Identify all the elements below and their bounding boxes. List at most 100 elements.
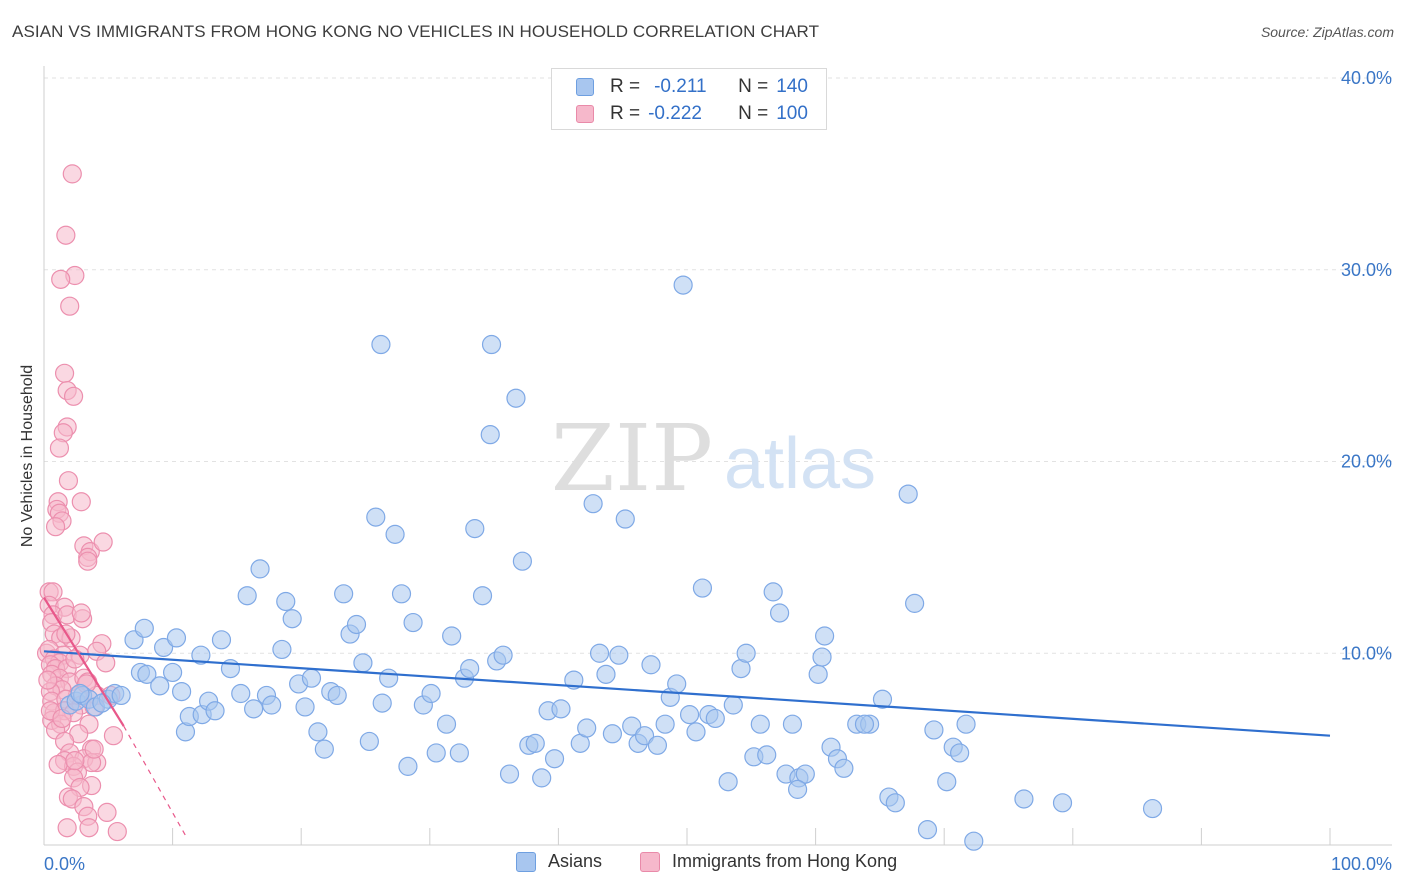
point-asians <box>301 668 322 688</box>
series-asians-points <box>60 275 1163 851</box>
point-asians <box>769 603 790 623</box>
point-asians <box>499 764 520 784</box>
point-asians <box>403 612 423 633</box>
point-asians <box>808 664 828 684</box>
point-asians <box>506 388 526 408</box>
y-tick-label: 30.0% <box>1341 260 1392 280</box>
point-asians <box>596 664 616 684</box>
point-asians <box>525 733 545 753</box>
x-tick-label: 100.0% <box>1331 854 1392 874</box>
r-value: -0.222 <box>648 103 702 124</box>
point-hongkong <box>71 492 91 512</box>
point-asians <box>705 708 725 729</box>
point-hongkong <box>103 726 124 746</box>
point-asians <box>686 722 706 742</box>
point-asians <box>442 626 462 646</box>
point-asians <box>673 275 693 295</box>
point-asians <box>426 743 446 763</box>
point-asians <box>964 831 984 851</box>
point-hongkong <box>57 818 77 838</box>
point-asians <box>371 334 391 355</box>
point-asians <box>421 683 441 704</box>
n-label: N = <box>738 76 769 97</box>
legend-row-asians: R = -0.211 N = 140 <box>576 74 808 100</box>
point-asians <box>493 645 513 665</box>
r-value: -0.211 <box>654 76 707 97</box>
point-asians <box>314 739 334 759</box>
point-asians <box>667 674 687 694</box>
point-asians <box>622 716 642 736</box>
point-asians <box>391 584 412 604</box>
trend-line-asians <box>43 650 1331 737</box>
point-asians <box>577 718 597 738</box>
point-asians <box>460 658 480 679</box>
watermark-atlas: atlas <box>724 424 876 504</box>
point-asians <box>602 724 623 744</box>
r-label: R = <box>610 103 641 124</box>
point-hongkong <box>38 670 58 690</box>
point-asians <box>812 647 832 667</box>
point-hongkong <box>60 296 80 316</box>
chart-title: ASIAN VS IMMIGRANTS FROM HONG KONG NO VE… <box>12 22 820 41</box>
r-label: R = <box>610 76 641 97</box>
point-asians <box>436 714 457 734</box>
legend-swatch-asians <box>516 851 536 872</box>
correlation-legend: R = -0.211 N = 140 R = -0.222 N = 100 <box>551 68 827 130</box>
point-asians <box>885 793 905 813</box>
point-asians <box>815 626 835 646</box>
point-asians <box>172 681 192 702</box>
point-asians <box>512 551 532 571</box>
point-asians <box>449 743 469 763</box>
y-tick-label: 40.0% <box>1341 68 1392 88</box>
point-asians <box>231 683 251 704</box>
point-asians <box>589 643 610 663</box>
source-label: Source: ZipAtlas.com <box>1260 24 1394 40</box>
legend-item-asians[interactable]: Asians <box>516 851 602 872</box>
point-hongkong <box>107 821 127 842</box>
point-asians <box>692 578 713 598</box>
legend-row-hongkong: R = -0.222 N = 100 <box>576 101 808 127</box>
point-asians <box>924 720 944 740</box>
point-asians <box>757 745 777 765</box>
point-hongkong <box>84 739 104 759</box>
point-asians <box>70 683 90 704</box>
x-tick-label: 0.0% <box>44 854 85 874</box>
legend-label-hongkong: Immigrants from Hong Kong <box>672 851 898 871</box>
legend-item-hongkong[interactable]: Immigrants from Hong Kong <box>640 851 897 872</box>
point-asians <box>551 699 571 719</box>
point-asians <box>237 586 257 606</box>
point-hongkong <box>97 802 117 823</box>
n-value: 140 <box>776 76 808 97</box>
point-asians <box>917 820 938 840</box>
legend-swatch-hongkong <box>576 105 594 123</box>
point-asians <box>282 609 302 629</box>
point-asians <box>647 735 668 755</box>
point-asians <box>583 494 603 514</box>
point-asians <box>854 714 875 734</box>
point-asians <box>295 697 315 717</box>
point-asians <box>276 591 296 612</box>
point-asians <box>153 637 174 658</box>
point-hongkong <box>45 517 66 537</box>
point-asians <box>205 701 225 721</box>
y-tick-label: 20.0% <box>1341 452 1392 472</box>
point-hongkong <box>93 532 113 552</box>
legend-label-asians: Asians <box>548 851 603 871</box>
point-asians <box>787 779 808 799</box>
point-asians <box>641 655 661 675</box>
point-asians <box>272 639 292 660</box>
point-asians <box>191 645 211 665</box>
point-asians <box>1142 798 1163 819</box>
point-asians <box>385 524 405 544</box>
point-asians <box>262 695 282 715</box>
point-asians <box>353 653 373 673</box>
point-asians <box>532 768 552 788</box>
point-asians <box>679 705 700 725</box>
point-hongkong <box>48 754 68 775</box>
point-asians <box>898 484 918 504</box>
point-asians <box>111 685 131 706</box>
point-asians <box>905 593 925 613</box>
point-asians <box>481 334 502 355</box>
series-legend: Asians Immigrants from Hong Kong <box>0 851 1406 879</box>
